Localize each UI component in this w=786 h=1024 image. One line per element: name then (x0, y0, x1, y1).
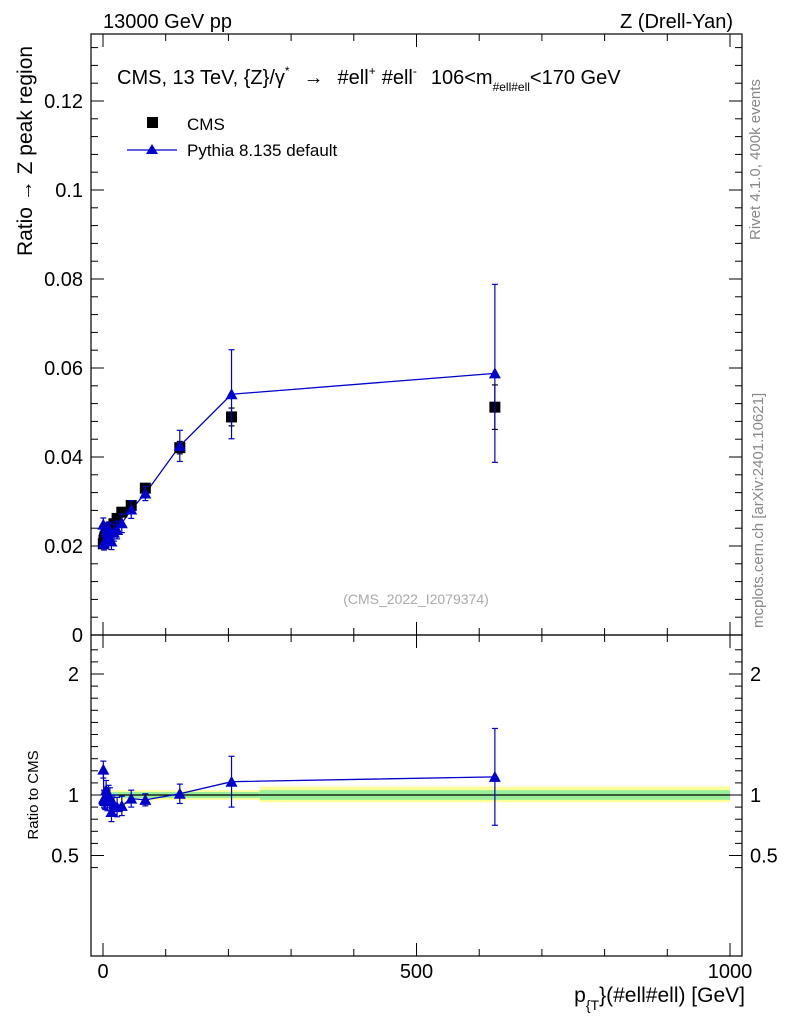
legend: CMS Pythia 8.135 default (127, 115, 338, 160)
ratio-mc-point (225, 775, 238, 787)
ratio-mc-point (97, 763, 110, 775)
mc-point (225, 388, 238, 400)
ratio-y-tick-label: 2 (68, 664, 79, 686)
mc-point (105, 535, 118, 547)
x-tick-label: 0 (97, 961, 108, 983)
ratio-series (97, 727, 501, 826)
ratio-mc-point (103, 791, 116, 803)
legend-cms-marker (147, 117, 158, 128)
ratio-y-axis-label: Ratio to CMS (25, 750, 42, 839)
main-y-tick-label: 0.04 (44, 447, 83, 469)
x-tick-label: 1000 (708, 961, 753, 983)
mc-point (173, 439, 186, 451)
header-left: 13000 GeV pp (103, 11, 232, 33)
main-y-tick-labels: 0 0.02 0.04 0.06 0.08 0.1 0.12 (44, 91, 83, 647)
ratio-mc-point (139, 793, 152, 805)
cms-point (111, 512, 123, 524)
main-y-tick-label: 0.08 (44, 269, 83, 291)
x-tick-label: 500 (400, 961, 433, 983)
ratio-y-tick-label-right: 0.5 (750, 846, 778, 868)
ratio-y-tick-labels: 0.5 0.5 1 1 2 2 (51, 664, 778, 868)
x-axis-label: p{T}(#ell#ell) [GeV] (574, 984, 745, 1013)
legend-mc-label: Pythia 8.135 default (187, 141, 338, 160)
header-right: Z (Drell-Yan) (620, 11, 733, 33)
ratio-y-tick-label-right: 2 (750, 664, 761, 686)
mc-point (115, 517, 128, 529)
ratio-y-tick-label-right: 1 (750, 785, 761, 807)
main-ticks (91, 34, 742, 636)
legend-mc-marker (146, 144, 158, 154)
ratio-frame (90, 634, 743, 957)
main-y-axis-label: Ratio → Z peak region (14, 46, 37, 256)
ratio-mc-point (115, 799, 128, 811)
ratio-mc-point (488, 770, 501, 782)
cms-point (116, 506, 128, 518)
ratio-mc-point (125, 792, 138, 804)
main-y-tick-label: 0.1 (55, 180, 83, 202)
x-tick-labels: 0 500 1000 (97, 961, 752, 983)
rivet-label: Rivet 4.1.0, 400k events (747, 79, 764, 240)
mc-line (102, 372, 495, 544)
mc-point (111, 523, 124, 535)
ratio-uncertainty-bands (103, 786, 730, 803)
legend-cms-label: CMS (187, 115, 225, 134)
ratio-y-tick-label: 0.5 (51, 846, 79, 868)
main-y-tick-label: 0 (72, 625, 83, 647)
main-y-tick-label: 0.02 (44, 536, 83, 558)
chart-title: CMS, 13 TeV, {Z}/γ* → #ell+ #ell- 106<m#ell#… (117, 64, 621, 94)
mcplots-label: mcplots.cern.ch [arXiv:2401.10621] (750, 393, 767, 628)
analysis-watermark: (CMS_2022_I2079374) (343, 591, 489, 607)
ratio-mc-point (105, 805, 118, 817)
ratio-y-tick-label: 1 (68, 785, 79, 807)
mc-point (125, 503, 138, 515)
mc-point (139, 487, 152, 499)
main-panel: 0 0.02 0.04 0.06 0.08 0.1 0.12 CMS, 13 TeV, {Z… (14, 33, 743, 647)
mc-point (488, 367, 501, 379)
main-series (97, 283, 501, 551)
main-y-tick-label: 0.06 (44, 358, 83, 380)
main-y-tick-label: 0.12 (44, 91, 83, 113)
ratio-panel: 0.5 0.5 1 1 2 2 0 500 1000 Ratio to CMS p{T}(#e… (25, 634, 778, 1013)
ratio-mc-point (173, 787, 186, 799)
